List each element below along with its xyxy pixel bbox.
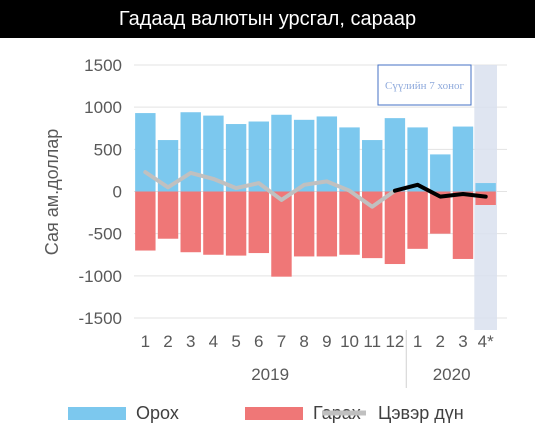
bar <box>407 127 428 192</box>
x-tick-label: 6 <box>254 332 263 351</box>
x-tick-label: 8 <box>299 332 308 351</box>
bar <box>157 140 179 192</box>
x-tick-label: 2 <box>436 332 445 351</box>
x-tick-label: 3 <box>186 332 195 351</box>
x-tick-labels: 1 2 3 4 5 6 7 8 9 10 11 12 1 2 3 4* <box>141 332 494 351</box>
y-axis-label: Сая ам.доллар <box>42 129 62 256</box>
bar <box>407 191 428 249</box>
bar <box>362 191 383 259</box>
x-tick-label: 10 <box>340 332 359 351</box>
bar <box>475 183 496 192</box>
year-label: 2019 <box>251 365 289 384</box>
annotation-box: Сүүлийн 7 хоног <box>377 64 472 106</box>
x-tick-label: 9 <box>322 332 331 351</box>
x-tick-label: 12 <box>385 332 404 351</box>
x-tick-label: 2 <box>163 332 172 351</box>
y-tick-label: 0 <box>113 183 122 202</box>
bar <box>248 191 269 254</box>
y-tick-label: -1000 <box>79 267 122 286</box>
legend-swatch <box>68 407 126 420</box>
legend-label: Цэвэр дүн <box>378 403 464 423</box>
bar <box>180 112 201 192</box>
x-tick-label: 11 <box>363 332 381 351</box>
y-tick-label: 1000 <box>84 98 122 117</box>
y-tick-label: -1500 <box>79 309 122 328</box>
x-tick-label: 4* <box>478 332 494 351</box>
bar <box>225 191 247 256</box>
bar <box>316 191 338 257</box>
bar <box>135 113 156 192</box>
bar <box>316 116 338 192</box>
y-tick-label: 500 <box>94 140 122 159</box>
annotation-text: Сүүлийн 7 хоног <box>385 80 464 92</box>
year-group-labels: 2019 2020 <box>251 330 471 388</box>
bar <box>180 191 201 253</box>
bar <box>293 191 315 257</box>
x-tick-label: 1 <box>141 332 150 351</box>
year-label: 2020 <box>433 365 471 384</box>
x-tick-label: 4 <box>209 332 218 351</box>
bar <box>430 191 451 234</box>
bar <box>203 115 224 192</box>
bars <box>135 112 496 277</box>
bar <box>452 126 474 192</box>
x-tick-label: 7 <box>277 332 286 351</box>
bar <box>362 140 383 192</box>
bar <box>339 191 360 255</box>
y-tick-label: 1500 <box>84 56 122 75</box>
series-line <box>392 182 488 199</box>
legend-label: Орох <box>136 403 179 423</box>
bar <box>430 154 451 192</box>
x-tick-label: 3 <box>458 332 467 351</box>
bar <box>384 191 406 265</box>
bar <box>248 121 269 192</box>
chart-title: Гадаад валютын урсгал, сараар <box>0 0 535 38</box>
series-line <box>143 170 397 209</box>
bar <box>271 114 292 192</box>
legend-swatch <box>245 407 303 420</box>
bar <box>339 127 360 192</box>
bar <box>384 118 406 192</box>
y-tick-labels: 1500 1000 500 0 -500 -1000 -1500 <box>79 56 122 328</box>
legend: ОрохГарахЦэвэр дүн <box>68 403 464 423</box>
y-tick-label: -500 <box>88 225 122 244</box>
x-tick-label: 1 <box>413 332 422 351</box>
bar <box>225 124 247 192</box>
bar <box>203 191 224 255</box>
bar <box>293 119 315 192</box>
bar <box>452 191 474 259</box>
x-tick-label: 5 <box>231 332 240 351</box>
bar <box>271 191 292 277</box>
bar <box>135 191 156 251</box>
bar <box>157 191 179 239</box>
lines <box>143 170 488 209</box>
